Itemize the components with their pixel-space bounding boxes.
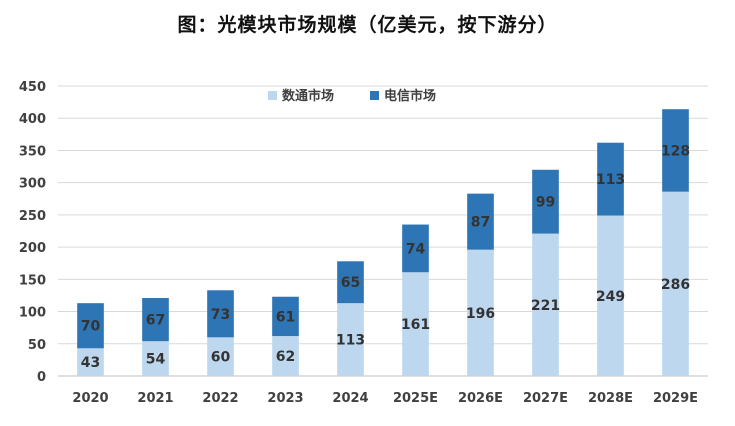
- y-tick-label: 100: [19, 306, 46, 321]
- y-tick-label: 350: [19, 144, 46, 159]
- y-axis-ticks: 0 50 100 150 200 250 300 350 400 450: [19, 80, 46, 385]
- x-tick-label: 2023: [267, 391, 303, 406]
- data-label: 87: [471, 215, 490, 231]
- y-tick-label: 450: [19, 80, 46, 95]
- bar-segment-series-2: [77, 303, 104, 349]
- x-axis-ticks: 2020 2021 2022 2023 2024 2025E 2026E 2027E 2028E…: [72, 391, 698, 406]
- bar-segment-series-2: [337, 261, 364, 304]
- bar-segment-series-1: [207, 337, 234, 376]
- data-label: 249: [596, 289, 625, 305]
- data-label: 62: [276, 349, 295, 365]
- bar-segment-series-2: [597, 142, 624, 216]
- bar-segment-series-2: [272, 296, 299, 337]
- chart-title: 图：光模块市场规模（亿美元，按下游分）: [177, 14, 558, 36]
- bar-segment-series-1: [272, 336, 299, 376]
- bar-segment-series-2: [402, 224, 429, 273]
- legend: 数通市场 电信市场: [268, 88, 436, 104]
- bar-segment-series-1: [337, 303, 364, 376]
- y-tick-label: 50: [28, 338, 46, 353]
- bar-segment-series-1: [77, 348, 104, 376]
- bar-segment-series-1: [597, 215, 624, 376]
- bar-segment-series-1: [532, 233, 559, 376]
- data-label: 65: [341, 275, 360, 291]
- data-label: 221: [531, 298, 560, 314]
- legend-label: 电信市场: [384, 88, 436, 104]
- data-label: 128: [661, 143, 690, 159]
- data-label: 43: [81, 355, 100, 371]
- data-label: 70: [81, 319, 101, 335]
- y-tick-label: 250: [19, 209, 46, 224]
- bar-segment-series-1: [402, 272, 429, 376]
- data-label: 60: [211, 350, 231, 366]
- x-tick-label: 2020: [72, 391, 108, 406]
- x-tick-label: 2027E: [523, 391, 568, 406]
- legend-label: 数通市场: [282, 88, 334, 104]
- value-labels: 43 70 54 67 60 73 62 61 113 65 161 74 196 87 221 99 249 1…: [81, 143, 690, 371]
- data-label: 113: [336, 333, 365, 349]
- bar-segment-series-2: [662, 109, 689, 192]
- x-tick-label: 2021: [137, 391, 173, 406]
- bar-segment-series-2: [532, 169, 559, 234]
- data-label: 67: [146, 313, 165, 329]
- legend-swatch: [370, 91, 379, 100]
- data-label: 286: [661, 277, 690, 293]
- x-tick-label: 2024: [332, 391, 368, 406]
- data-label: 113: [596, 172, 625, 188]
- y-tick-label: 400: [19, 112, 46, 127]
- data-label: 54: [146, 352, 166, 368]
- bar-segment-series-2: [207, 290, 234, 338]
- bars: [77, 109, 689, 376]
- bar-segment-series-1: [467, 249, 494, 376]
- data-label: 73: [211, 307, 230, 323]
- legend-swatch: [268, 91, 277, 100]
- x-tick-label: 2022: [202, 391, 238, 406]
- data-label: 74: [406, 241, 426, 257]
- data-label: 99: [536, 195, 555, 211]
- x-tick-label: 2028E: [588, 391, 633, 406]
- data-label: 61: [276, 309, 295, 325]
- data-label: 161: [401, 317, 430, 333]
- y-tick-label: 300: [19, 177, 46, 192]
- bar-segment-series-1: [662, 191, 689, 376]
- bar-segment-series-2: [467, 193, 494, 250]
- bar-segment-series-2: [142, 298, 169, 342]
- y-tick-label: 150: [19, 273, 46, 288]
- bar-segment-series-1: [142, 341, 169, 376]
- y-tick-label: 200: [19, 241, 46, 256]
- x-tick-label: 2029E: [653, 391, 698, 406]
- y-tick-label: 0: [37, 370, 46, 385]
- data-label: 196: [466, 306, 495, 322]
- x-tick-label: 2025E: [393, 391, 438, 406]
- x-tick-label: 2026E: [458, 391, 503, 406]
